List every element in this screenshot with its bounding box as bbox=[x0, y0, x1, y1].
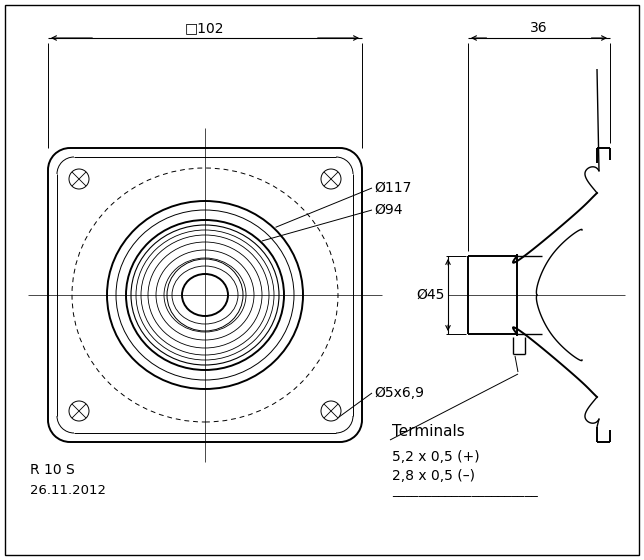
Text: Ø94: Ø94 bbox=[374, 203, 402, 217]
Text: Terminals: Terminals bbox=[392, 424, 465, 440]
Text: ______________________: ______________________ bbox=[392, 484, 538, 497]
Text: 26.11.2012: 26.11.2012 bbox=[30, 483, 106, 497]
Text: 2,8 x 0,5 (–): 2,8 x 0,5 (–) bbox=[392, 469, 475, 483]
Text: Ø117: Ø117 bbox=[374, 181, 412, 195]
Text: R 10 S: R 10 S bbox=[30, 463, 75, 477]
Text: 5,2 x 0,5 (+): 5,2 x 0,5 (+) bbox=[392, 450, 480, 464]
Text: 36: 36 bbox=[530, 21, 548, 35]
Text: □102: □102 bbox=[185, 21, 225, 35]
Text: Ø45: Ø45 bbox=[417, 288, 445, 302]
Text: Ø5x6,9: Ø5x6,9 bbox=[374, 386, 424, 400]
